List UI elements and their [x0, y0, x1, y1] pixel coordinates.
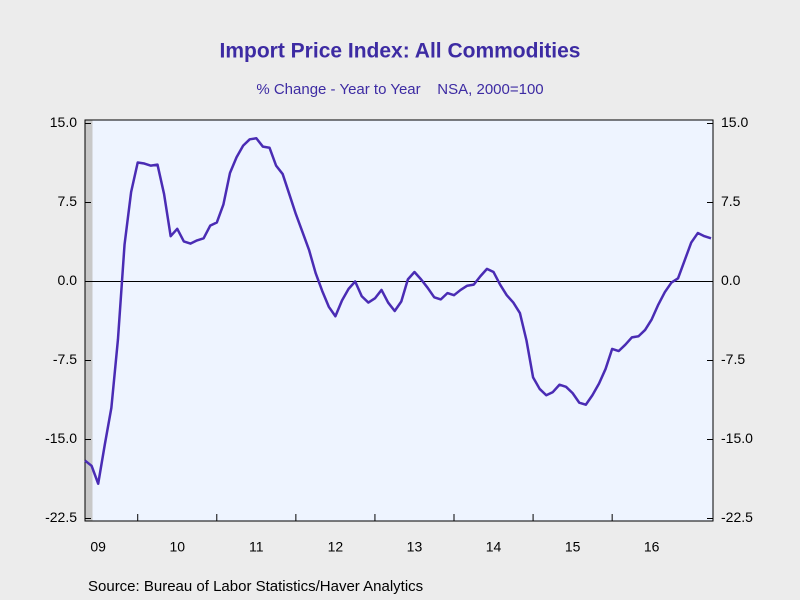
y2-tick-label: -7.5	[721, 351, 745, 367]
series-line	[84, 137, 712, 485]
x-tick-label: 16	[644, 539, 660, 555]
x-tick-label: 11	[249, 539, 264, 555]
y-tick-label: 0.0	[58, 272, 78, 288]
y-tick-label: -7.5	[53, 351, 77, 367]
x-tick-label: 14	[486, 539, 502, 555]
y2-tick-label: -15.0	[721, 430, 753, 446]
recession-shading	[85, 120, 93, 521]
x-tick-label: 09	[90, 539, 106, 555]
source-note: Source: Bureau of Labor Statistics/Haver…	[88, 578, 423, 595]
y-tick-label: 7.5	[58, 193, 78, 209]
plot-area	[84, 119, 714, 522]
chart-title: Import Price Index: All Commodities	[220, 40, 581, 63]
y-tick-label: -22.5	[45, 509, 77, 525]
x-tick-label: 10	[169, 539, 185, 555]
y-tick-label: 15.0	[50, 114, 77, 130]
chart-subtitle: % Change - Year to Year NSA, 2000=100	[256, 81, 543, 98]
x-tick-label: 13	[407, 539, 423, 555]
y2-tick-label: 0.0	[721, 272, 741, 288]
x-tick-label: 15	[565, 539, 581, 555]
y-tick-label: -15.0	[45, 430, 77, 446]
x-tick-label: 12	[328, 539, 344, 555]
y2-tick-label: 7.5	[721, 193, 741, 209]
y2-tick-label: 15.0	[721, 114, 748, 130]
y2-tick-label: -22.5	[721, 509, 753, 525]
